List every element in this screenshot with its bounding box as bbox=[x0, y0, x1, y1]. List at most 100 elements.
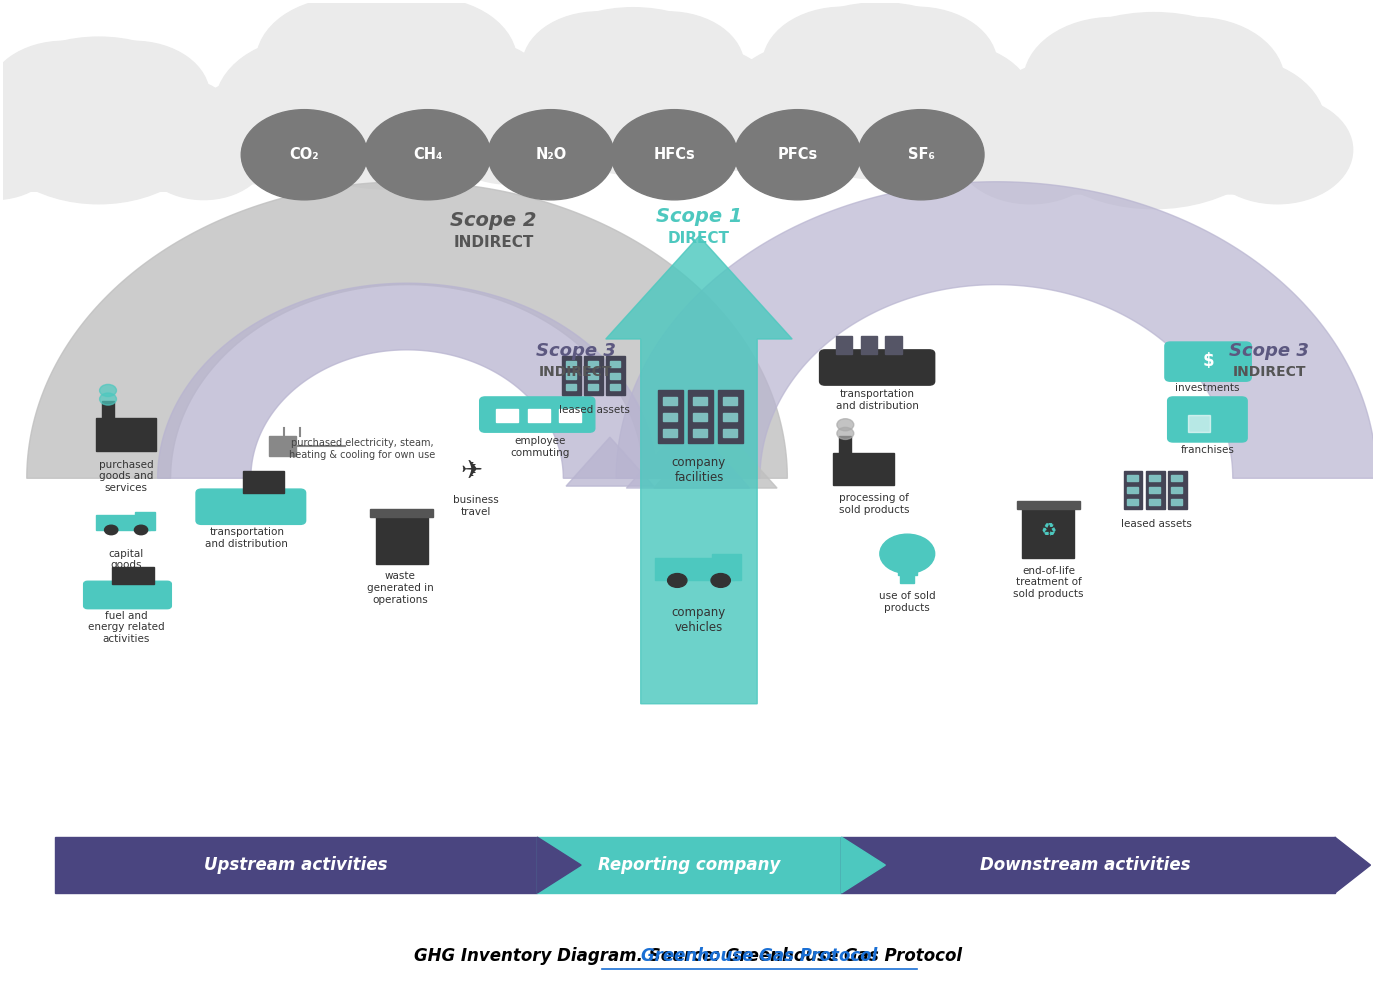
Circle shape bbox=[615, 45, 779, 162]
Circle shape bbox=[857, 109, 984, 200]
Bar bbox=[1022, 509, 1075, 558]
Polygon shape bbox=[654, 419, 777, 488]
FancyBboxPatch shape bbox=[84, 581, 172, 608]
Text: ✈: ✈ bbox=[461, 458, 483, 484]
Bar bbox=[566, 385, 575, 390]
Bar bbox=[527, 408, 549, 422]
Bar bbox=[839, 436, 852, 453]
Bar bbox=[692, 413, 707, 421]
FancyBboxPatch shape bbox=[480, 397, 594, 432]
Bar bbox=[663, 413, 677, 421]
Bar bbox=[559, 408, 581, 422]
Text: Scope 2: Scope 2 bbox=[450, 211, 537, 231]
Circle shape bbox=[0, 107, 58, 199]
Circle shape bbox=[762, 7, 923, 122]
Bar bbox=[588, 373, 597, 379]
Bar bbox=[376, 517, 428, 564]
Circle shape bbox=[1024, 18, 1201, 145]
Text: leased assets: leased assets bbox=[1121, 520, 1192, 529]
Circle shape bbox=[923, 78, 1058, 175]
Bar bbox=[135, 512, 154, 529]
Polygon shape bbox=[26, 181, 787, 478]
Bar bbox=[663, 396, 677, 405]
Circle shape bbox=[435, 76, 585, 184]
Circle shape bbox=[338, 0, 517, 125]
Circle shape bbox=[700, 78, 837, 175]
Bar bbox=[1171, 499, 1182, 505]
Bar bbox=[566, 373, 575, 379]
Polygon shape bbox=[566, 437, 654, 486]
Text: capital
goods: capital goods bbox=[109, 549, 143, 571]
Circle shape bbox=[982, 57, 1175, 194]
Bar bbox=[1171, 487, 1182, 493]
Polygon shape bbox=[626, 419, 750, 488]
Text: use of sold
products: use of sold products bbox=[879, 591, 936, 612]
Bar bbox=[692, 429, 707, 437]
Circle shape bbox=[0, 41, 139, 150]
Circle shape bbox=[757, 3, 1003, 179]
Circle shape bbox=[464, 79, 593, 171]
Bar bbox=[370, 509, 433, 517]
Circle shape bbox=[105, 526, 118, 534]
Text: CH₄: CH₄ bbox=[413, 147, 442, 163]
Circle shape bbox=[725, 42, 899, 166]
Circle shape bbox=[1106, 18, 1284, 145]
Text: leased assets: leased assets bbox=[560, 405, 630, 415]
Bar bbox=[588, 361, 597, 367]
Bar bbox=[885, 336, 901, 354]
Text: Reporting company: Reporting company bbox=[599, 856, 780, 874]
Polygon shape bbox=[605, 236, 793, 704]
Text: business
travel: business travel bbox=[453, 495, 498, 517]
Bar bbox=[860, 336, 877, 354]
Bar bbox=[588, 385, 597, 390]
Polygon shape bbox=[1335, 837, 1370, 893]
Circle shape bbox=[488, 109, 614, 200]
Bar bbox=[1127, 487, 1138, 493]
Text: purchased electricity, steam,
heating & cooling for own use: purchased electricity, steam, heating & … bbox=[289, 438, 435, 459]
Bar bbox=[583, 356, 603, 394]
Bar bbox=[1149, 499, 1160, 505]
Circle shape bbox=[837, 427, 853, 440]
Bar bbox=[663, 429, 677, 437]
Bar bbox=[113, 567, 154, 584]
Text: employee
commuting: employee commuting bbox=[510, 436, 570, 458]
Circle shape bbox=[837, 419, 853, 431]
Circle shape bbox=[674, 79, 802, 171]
Polygon shape bbox=[158, 283, 656, 478]
Text: Greenhouse Gas Protocol: Greenhouse Gas Protocol bbox=[641, 947, 878, 964]
Text: INDIRECT: INDIRECT bbox=[1233, 365, 1306, 380]
Bar bbox=[842, 837, 1335, 893]
Text: investments: investments bbox=[1175, 384, 1240, 393]
Circle shape bbox=[99, 393, 117, 405]
Bar bbox=[722, 413, 736, 421]
Bar bbox=[1189, 414, 1210, 432]
Circle shape bbox=[0, 37, 215, 204]
Text: Scope 3: Scope 3 bbox=[535, 342, 615, 360]
Circle shape bbox=[593, 12, 744, 120]
Bar bbox=[610, 385, 619, 390]
Bar bbox=[96, 418, 157, 451]
Text: company
vehicles: company vehicles bbox=[671, 605, 727, 634]
Text: transportation
and distribution: transportation and distribution bbox=[835, 389, 919, 411]
Bar bbox=[1149, 487, 1160, 493]
Bar bbox=[268, 436, 296, 456]
Text: INDIRECT: INDIRECT bbox=[539, 365, 612, 380]
Text: waste
generated in
operations: waste generated in operations bbox=[367, 572, 433, 604]
Text: INDIRECT: INDIRECT bbox=[453, 235, 534, 249]
Text: $: $ bbox=[1203, 352, 1215, 370]
Bar bbox=[497, 408, 519, 422]
Text: transportation
and distribution: transportation and distribution bbox=[205, 528, 288, 549]
Bar bbox=[537, 837, 842, 893]
Text: PFCs: PFCs bbox=[777, 147, 817, 163]
FancyBboxPatch shape bbox=[820, 350, 934, 386]
Bar bbox=[692, 396, 707, 405]
Circle shape bbox=[0, 75, 116, 191]
Bar bbox=[688, 390, 713, 443]
Text: N₂O: N₂O bbox=[535, 147, 567, 163]
Bar bbox=[837, 336, 853, 354]
Circle shape bbox=[81, 75, 245, 191]
Text: processing of
sold products: processing of sold products bbox=[839, 493, 910, 515]
Circle shape bbox=[611, 109, 738, 200]
Text: Downstream activities: Downstream activities bbox=[980, 856, 1190, 874]
Circle shape bbox=[187, 76, 338, 184]
